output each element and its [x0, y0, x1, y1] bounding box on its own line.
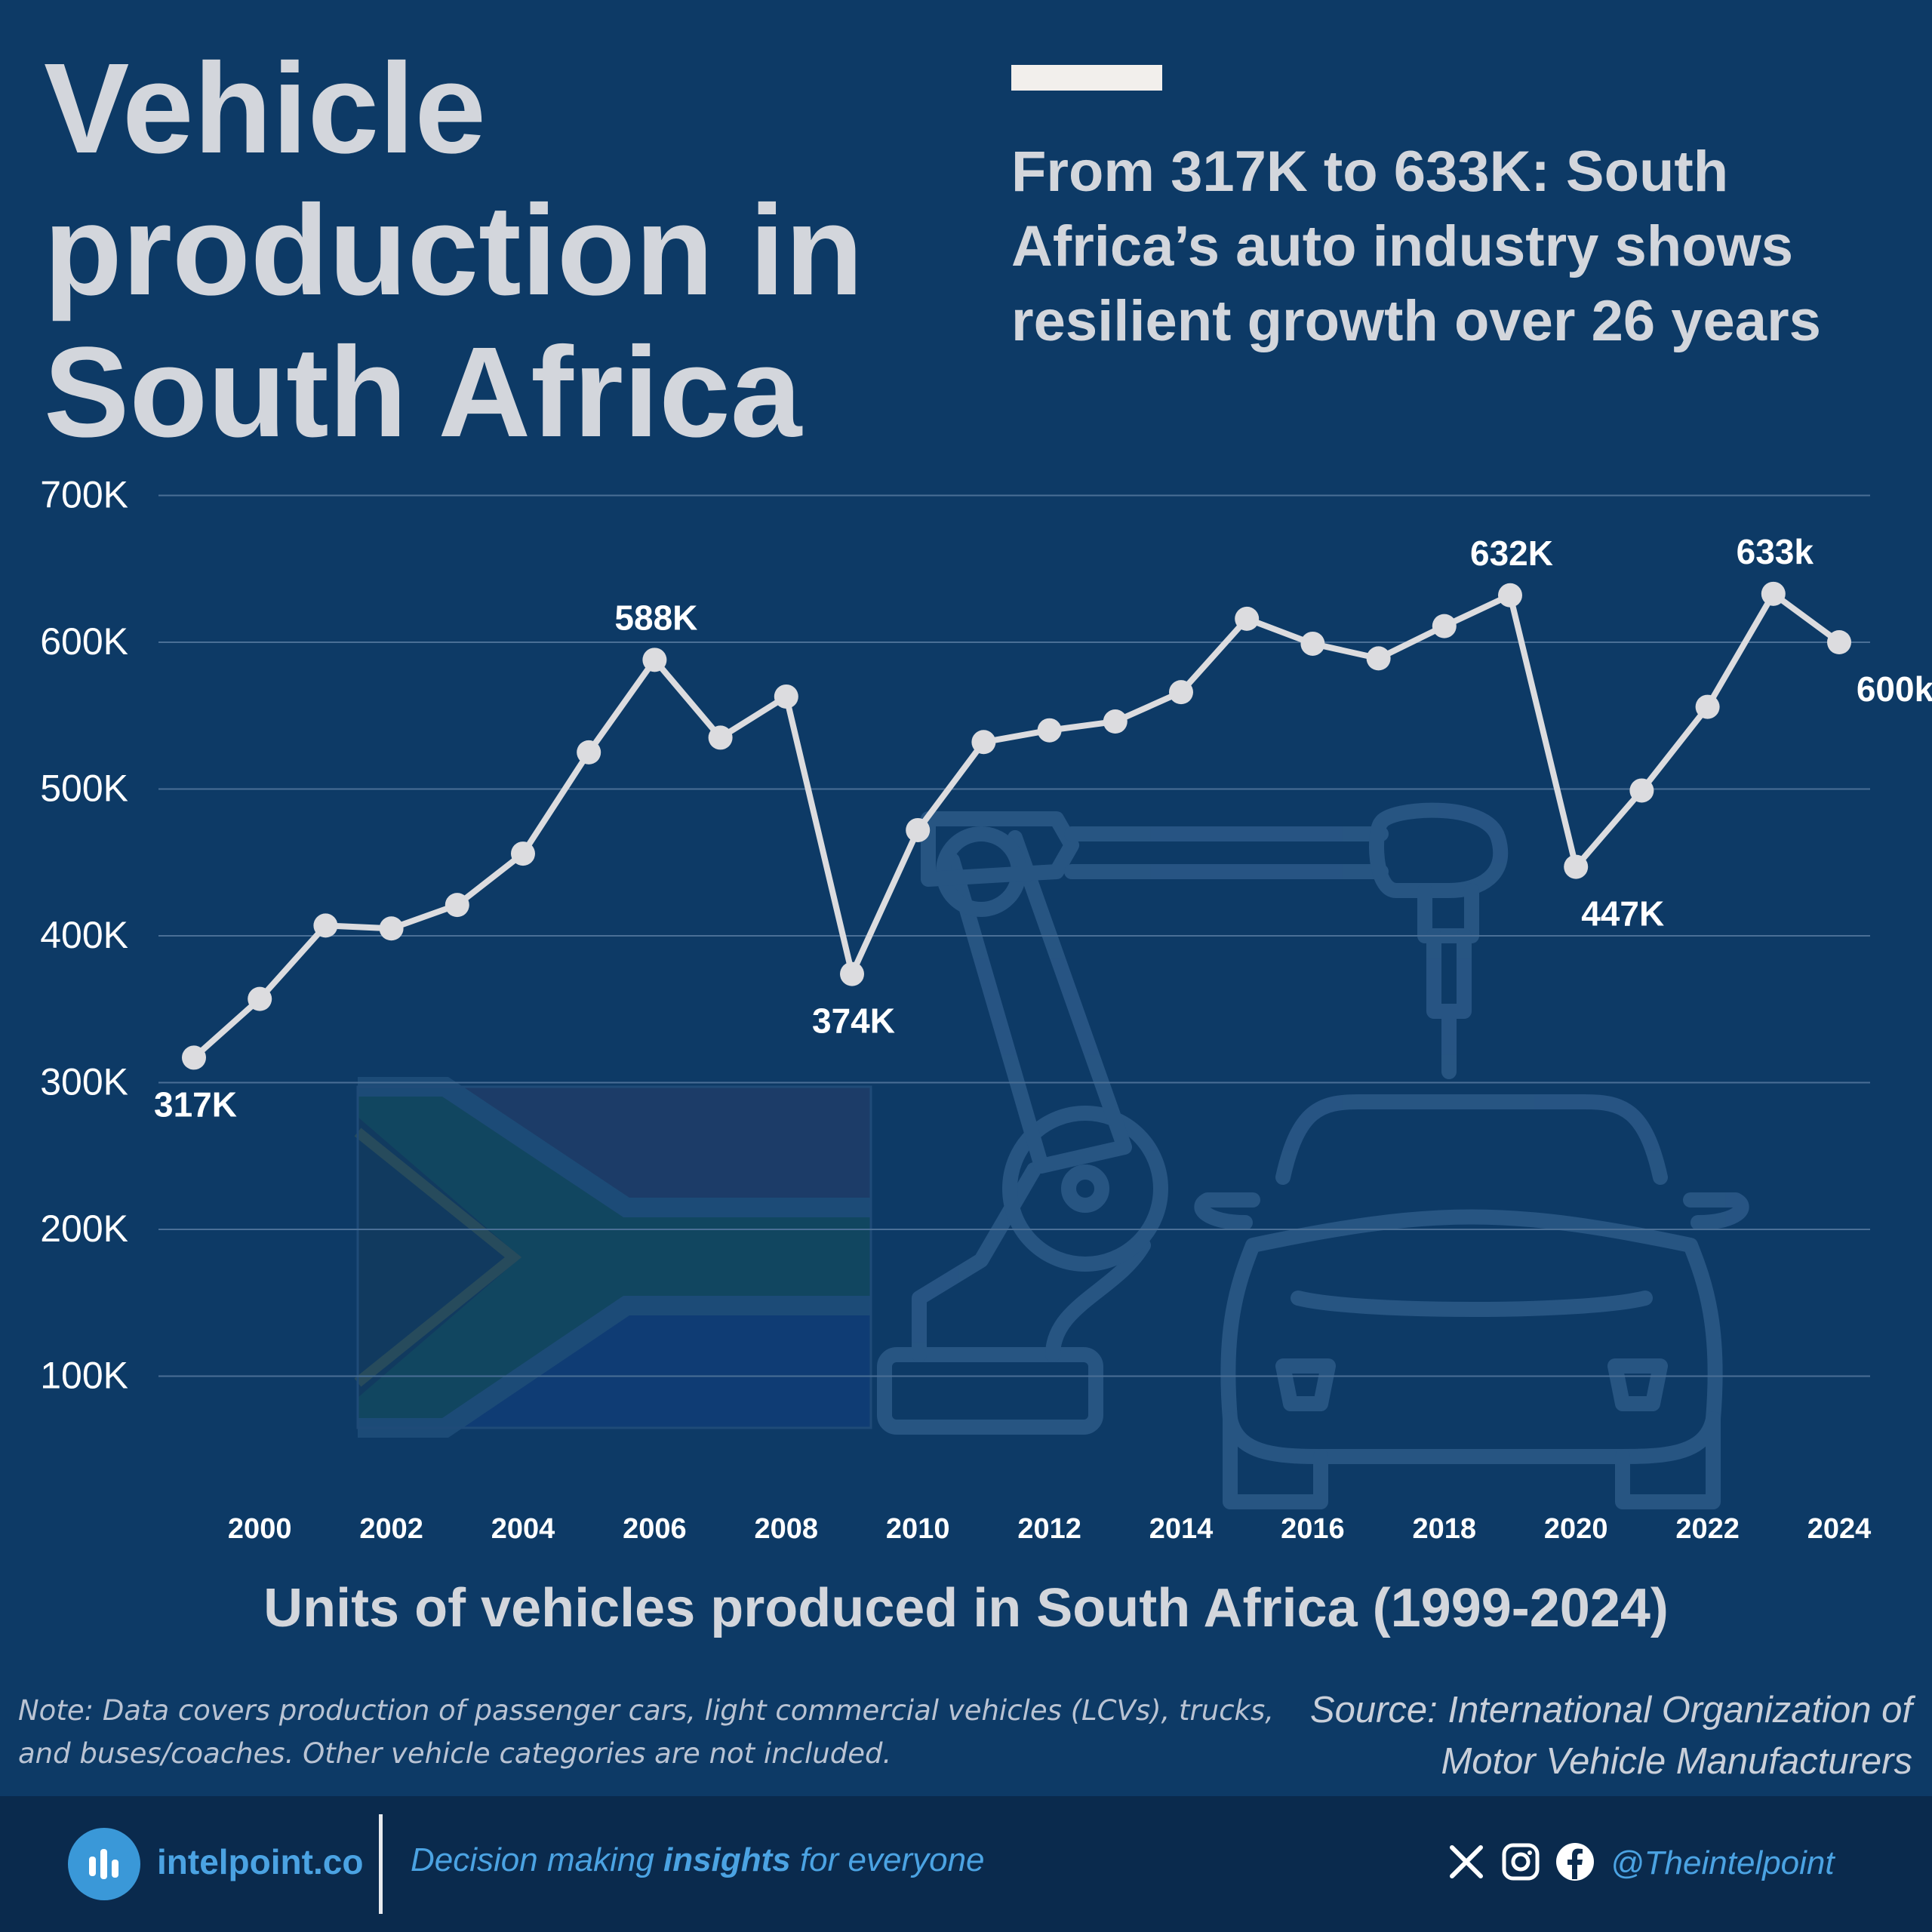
intelpoint-logo-icon: [68, 1828, 140, 1900]
data-point: [1827, 630, 1851, 654]
data-point: [1300, 631, 1325, 656]
data-point: [577, 740, 601, 764]
x-tick-label: 2022: [1675, 1513, 1740, 1545]
x-tick-label: 2018: [1413, 1513, 1477, 1545]
y-tick-label: 100K: [40, 1355, 128, 1397]
data-point: [1695, 694, 1720, 719]
data-point: [248, 986, 272, 1011]
data-point: [1169, 680, 1193, 705]
chart-gridlines: [158, 494, 1870, 1377]
x-tick-label: 2016: [1281, 1513, 1345, 1545]
chart-points: [182, 581, 1851, 1070]
data-label: 447K: [1581, 894, 1664, 934]
chart-y-axis: 100K 200K 300K 400K 500K 600K 700K: [40, 474, 128, 1397]
x-tick-label: 2014: [1149, 1513, 1214, 1545]
data-point: [313, 913, 338, 938]
y-tick-label: 200K: [40, 1208, 128, 1250]
data-label: 374K: [812, 1001, 895, 1041]
x-icon[interactable]: [1446, 1841, 1487, 1882]
chart-series: [191, 590, 1842, 1061]
south-africa-flag-illustration: [354, 1077, 872, 1438]
data-point: [642, 648, 667, 672]
robot-car-illustration: [877, 802, 1749, 1509]
data-label: 632K: [1470, 534, 1553, 573]
data-point: [906, 817, 931, 842]
data-label: 600k: [1857, 669, 1932, 709]
data-point: [708, 725, 733, 750]
data-point: [1366, 646, 1391, 671]
y-tick-label: 600K: [40, 620, 128, 663]
footer-bar: intelpoint.co Decision making insights f…: [0, 1796, 1932, 1932]
data-label: 317K: [154, 1084, 237, 1124]
brand-name[interactable]: intelpoint.co: [157, 1842, 364, 1881]
footer-divider: [379, 1814, 383, 1914]
facebook-icon[interactable]: [1555, 1841, 1595, 1882]
data-point: [1103, 709, 1128, 734]
tagline-text: Decision making: [411, 1841, 664, 1878]
tagline-text-end: for everyone: [790, 1841, 985, 1878]
x-tick-label: 2024: [1807, 1513, 1872, 1545]
data-point: [1432, 614, 1457, 638]
y-tick-label: 300K: [40, 1061, 128, 1103]
instagram-icon[interactable]: [1500, 1841, 1541, 1882]
x-axis-title: Units of vehicles produced in South Afri…: [263, 1578, 1669, 1638]
y-tick-label: 400K: [40, 914, 128, 956]
social-handle[interactable]: @Theintelpoint: [1611, 1844, 1835, 1881]
x-tick-label: 2004: [491, 1513, 555, 1545]
page-subtitle: From 317K to 633K: South Africa’s auto i…: [1011, 140, 1821, 353]
series-line: [191, 590, 1842, 1061]
data-point: [1037, 718, 1062, 743]
data-label: 588K: [614, 598, 697, 637]
data-label: 633k: [1737, 532, 1814, 571]
tagline-emphasis: insights: [663, 1841, 791, 1878]
x-tick-label: 2020: [1544, 1513, 1608, 1545]
data-point: [1498, 583, 1522, 608]
chart-annotations: 317K 588K 374K 632K 447K 633k 600k: [154, 532, 1932, 1124]
data-source: Source: International Organization of Mo…: [1309, 1690, 1912, 1782]
chart-x-axis: 2000 2002 2004 2006 2008 2010 2012 2014 2016 2018…: [228, 1513, 1871, 1545]
data-point: [182, 1045, 206, 1070]
data-point: [379, 916, 404, 941]
x-tick-label: 2000: [228, 1513, 292, 1545]
data-point: [1629, 778, 1654, 803]
y-tick-label: 500K: [40, 768, 128, 810]
data-point: [971, 730, 996, 755]
data-point: [1235, 606, 1260, 631]
x-tick-label: 2002: [359, 1513, 423, 1545]
page-title: Vehicle production in South Africa: [44, 37, 863, 464]
accent-bar: [1011, 65, 1162, 91]
tagline: Decision making insights for everyone: [411, 1841, 985, 1879]
data-point: [774, 684, 798, 709]
data-point: [1564, 854, 1589, 879]
x-tick-label: 2006: [623, 1513, 687, 1545]
x-tick-label: 2012: [1017, 1513, 1081, 1545]
data-note: Note: Data covers production of passenge…: [18, 1694, 1275, 1770]
data-point: [1761, 581, 1786, 606]
x-tick-label: 2008: [755, 1513, 819, 1545]
x-tick-label: 2010: [886, 1513, 950, 1545]
data-point: [840, 961, 864, 986]
data-point: [445, 893, 469, 918]
data-point: [511, 841, 535, 866]
y-tick-label: 700K: [40, 474, 128, 516]
